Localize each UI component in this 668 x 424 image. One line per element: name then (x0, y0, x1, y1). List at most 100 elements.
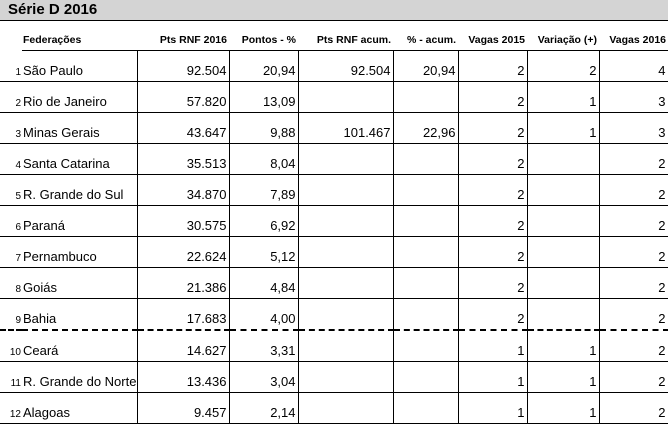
vagas-2016-cell[interactable]: 2 (599, 330, 668, 362)
row-number[interactable]: 2 (0, 81, 22, 113)
vagas-2016-cell[interactable]: 2 (599, 143, 668, 175)
vagas-2016-cell[interactable]: 2 (599, 236, 668, 268)
vagas-2016-cell[interactable]: 2 (599, 298, 668, 331)
vagas-2016-cell[interactable]: 2 (599, 392, 668, 424)
row-number[interactable]: 7 (0, 236, 22, 268)
pts-rnf-cell[interactable]: 9.457 (137, 392, 230, 424)
pct-acum-cell[interactable] (393, 392, 459, 424)
vagas-2016-cell[interactable]: 2 (599, 174, 668, 206)
pts-acum-cell[interactable] (298, 205, 394, 237)
pct-acum-cell[interactable] (393, 330, 459, 362)
pct-acum-cell[interactable]: 22,96 (393, 112, 459, 144)
variacao-cell[interactable]: 1 (527, 112, 600, 144)
pts-rnf-cell[interactable]: 17.683 (137, 298, 230, 331)
variacao-cell[interactable] (527, 174, 600, 206)
vagas-2016-cell[interactable]: 2 (599, 205, 668, 237)
vagas-2015-cell[interactable]: 2 (458, 267, 528, 299)
pct-acum-cell[interactable] (393, 81, 459, 113)
row-number[interactable]: 11 (0, 361, 22, 393)
pontos-pct-cell[interactable]: 3,31 (229, 330, 299, 362)
pts-acum-cell[interactable]: 101.467 (298, 112, 394, 144)
federacao-cell[interactable]: São Paulo (22, 50, 138, 82)
variacao-cell[interactable] (527, 298, 600, 331)
pts-acum-cell[interactable]: 92.504 (298, 50, 394, 82)
row-number[interactable]: 10 (0, 330, 22, 362)
pts-rnf-cell[interactable]: 43.647 (137, 112, 230, 144)
pct-acum-cell[interactable] (393, 361, 459, 393)
pontos-pct-cell[interactable]: 13,09 (229, 81, 299, 113)
variacao-cell[interactable]: 1 (527, 330, 600, 362)
pontos-pct-cell[interactable]: 4,84 (229, 267, 299, 299)
row-number[interactable]: 6 (0, 205, 22, 237)
pct-acum-cell[interactable]: 20,94 (393, 50, 459, 82)
federacao-cell[interactable]: R. Grande do Sul (22, 174, 138, 206)
pts-acum-cell[interactable] (298, 392, 394, 424)
federacao-cell[interactable]: Goiás (22, 267, 138, 299)
variacao-cell[interactable] (527, 236, 600, 268)
pts-acum-cell[interactable] (298, 143, 394, 175)
vagas-2015-cell[interactable]: 1 (458, 392, 528, 424)
pct-acum-cell[interactable] (393, 174, 459, 206)
pontos-pct-cell[interactable]: 9,88 (229, 112, 299, 144)
variacao-cell[interactable]: 1 (527, 81, 600, 113)
federacao-cell[interactable]: R. Grande do Norte (22, 361, 138, 393)
pts-acum-cell[interactable] (298, 361, 394, 393)
vagas-2015-cell[interactable]: 1 (458, 361, 528, 393)
federacao-cell[interactable]: Pernambuco (22, 236, 138, 268)
pontos-pct-cell[interactable]: 3,04 (229, 361, 299, 393)
row-number[interactable]: 3 (0, 112, 22, 144)
pct-acum-cell[interactable] (393, 205, 459, 237)
variacao-cell[interactable]: 1 (527, 361, 600, 393)
pontos-pct-cell[interactable]: 20,94 (229, 50, 299, 82)
pts-rnf-cell[interactable]: 13.436 (137, 361, 230, 393)
federacao-cell[interactable]: Paraná (22, 205, 138, 237)
pts-acum-cell[interactable] (298, 267, 394, 299)
pct-acum-cell[interactable] (393, 143, 459, 175)
pts-rnf-cell[interactable]: 57.820 (137, 81, 230, 113)
vagas-2015-cell[interactable]: 2 (458, 236, 528, 268)
row-number[interactable]: 4 (0, 143, 22, 175)
pts-rnf-cell[interactable]: 35.513 (137, 143, 230, 175)
row-number[interactable]: 5 (0, 174, 22, 206)
federacao-cell[interactable]: Minas Gerais (22, 112, 138, 144)
vagas-2016-cell[interactable]: 2 (599, 361, 668, 393)
row-number[interactable]: 1 (0, 50, 22, 82)
pts-rnf-cell[interactable]: 34.870 (137, 174, 230, 206)
pontos-pct-cell[interactable]: 2,14 (229, 392, 299, 424)
pct-acum-cell[interactable] (393, 267, 459, 299)
pts-rnf-cell[interactable]: 30.575 (137, 205, 230, 237)
pontos-pct-cell[interactable]: 8,04 (229, 143, 299, 175)
pontos-pct-cell[interactable]: 5,12 (229, 236, 299, 268)
vagas-2015-cell[interactable]: 2 (458, 298, 528, 331)
pct-acum-cell[interactable] (393, 236, 459, 268)
vagas-2016-cell[interactable]: 3 (599, 81, 668, 113)
vagas-2016-cell[interactable]: 2 (599, 267, 668, 299)
row-number[interactable]: 12 (0, 392, 22, 424)
vagas-2016-cell[interactable]: 3 (599, 112, 668, 144)
vagas-2015-cell[interactable]: 1 (458, 330, 528, 362)
pts-acum-cell[interactable] (298, 330, 394, 362)
variacao-cell[interactable] (527, 143, 600, 175)
pontos-pct-cell[interactable]: 7,89 (229, 174, 299, 206)
vagas-2015-cell[interactable]: 2 (458, 50, 528, 82)
vagas-2015-cell[interactable]: 2 (458, 112, 528, 144)
federacao-cell[interactable]: Bahia (22, 298, 138, 331)
pts-rnf-cell[interactable]: 22.624 (137, 236, 230, 268)
pontos-pct-cell[interactable]: 6,92 (229, 205, 299, 237)
pts-rnf-cell[interactable]: 21.386 (137, 267, 230, 299)
federacao-cell[interactable]: Santa Catarina (22, 143, 138, 175)
vagas-2015-cell[interactable]: 2 (458, 81, 528, 113)
federacao-cell[interactable]: Ceará (22, 330, 138, 362)
vagas-2015-cell[interactable]: 2 (458, 174, 528, 206)
federacao-cell[interactable]: Rio de Janeiro (22, 81, 138, 113)
row-number[interactable]: 9 (0, 298, 22, 331)
vagas-2015-cell[interactable]: 2 (458, 205, 528, 237)
vagas-2015-cell[interactable]: 2 (458, 143, 528, 175)
variacao-cell[interactable] (527, 205, 600, 237)
federacao-cell[interactable]: Alagoas (22, 392, 138, 424)
pts-acum-cell[interactable] (298, 298, 394, 331)
variacao-cell[interactable]: 1 (527, 392, 600, 424)
pts-rnf-cell[interactable]: 14.627 (137, 330, 230, 362)
pts-acum-cell[interactable] (298, 236, 394, 268)
pct-acum-cell[interactable] (393, 298, 459, 331)
